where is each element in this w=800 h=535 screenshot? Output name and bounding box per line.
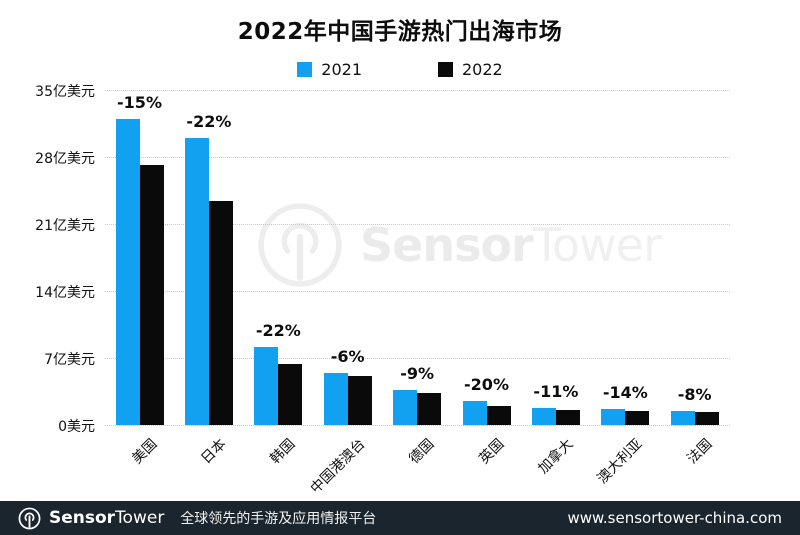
pct-change-label-日本: -22% [186,111,232,131]
footer-brand-sensor: Sensor [49,508,116,528]
footer-bar: SensorTower 全球领先的手游及应用情报平台 www.sensortow… [0,501,800,535]
bar-2022-韩国 [278,363,303,425]
gridline-28 [105,157,730,158]
gridline-21 [105,224,730,225]
legend-item-2021: 2021 [297,60,362,79]
legend-item-2022: 2022 [438,60,503,79]
y-axis-tick-label: 0美元 [58,419,95,435]
bar-2022-英国 [486,405,511,425]
x-axis-label-日本: 日本 [198,436,230,468]
y-axis-tick-label: 14亿美元 [35,285,95,301]
bar-2022-加拿大 [555,409,580,425]
bar-2021-英国 [462,401,487,425]
pct-change-label-中国港澳台: -6% [330,347,365,367]
x-axis-label-英国: 英国 [475,436,507,468]
y-axis-tick-label: 28亿美元 [35,151,95,167]
x-axis-label-美国: 美国 [128,436,160,468]
y-axis-tick-label: 7亿美元 [44,352,95,368]
gridline-7 [105,358,730,359]
pct-change-label-加拿大: -11% [533,381,579,401]
x-axis-label-韩国: 韩国 [267,436,299,468]
bar-2022-中国港澳台 [347,376,372,425]
pct-change-label-韩国: -22% [255,320,301,340]
pct-change-label-美国: -15% [117,92,162,112]
y-axis-tick-label: 35亿美元 [35,84,95,100]
footer-brand-tower: Tower [115,508,165,528]
bar-2021-加拿大 [531,407,556,425]
bar-2022-美国 [139,164,164,425]
bar-2021-美国 [115,118,140,425]
footer-brand-text: SensorTower [49,508,164,528]
footer-tagline: 全球领先的手游及应用情报平台 [180,511,377,527]
bar-2021-澳大利亚 [601,408,626,425]
bar-2021-韩国 [254,346,279,425]
bar-2021-中国港澳台 [323,373,348,425]
legend-swatch-2022 [438,62,453,77]
legend-label-2022: 2022 [462,60,503,79]
pct-change-label-法国: -8% [677,384,712,404]
footer-url: www.sensortower-china.com [567,509,782,527]
bar-2022-法国 [694,411,719,425]
legend-label-2021: 2021 [321,60,362,79]
gridline-35 [105,90,730,91]
legend-swatch-2021 [297,62,313,77]
bar-2022-德国 [417,392,442,425]
x-axis-label-加拿大: 加拿大 [535,436,577,478]
footer-brand: SensorTower 全球领先的手游及应用情报平台 [18,507,376,530]
bar-2021-德国 [393,389,418,425]
legend: 2021 2022 [0,60,800,79]
bar-2021-法国 [670,410,695,425]
page-title: 2022年中国手游热门出海市场 [237,19,563,45]
x-axis-label-澳大利亚: 澳大利亚 [594,436,646,488]
x-axis-label-德国: 德国 [406,436,438,468]
sensortower-logo-icon [18,507,41,529]
bar-chart-plot-area: 35亿美元 28亿美元 21亿美元 14亿美元 7亿美元 0美元 -15% 美国 -22% 日本 -… [35,84,730,497]
pct-change-label-德国: -9% [400,363,434,383]
bar-2021-日本 [184,137,209,425]
pct-change-label-英国: -20% [464,375,509,395]
bar-2022-澳大利亚 [625,410,650,425]
gridline-14 [105,291,730,292]
gridline-0 [105,425,730,426]
pct-change-label-澳大利亚: -14% [602,382,648,402]
x-axis-label-法国: 法国 [684,436,716,468]
x-axis-label-中国港澳台: 中国港澳台 [307,436,369,497]
y-axis-tick-label: 21亿美元 [35,218,95,234]
bar-2022-日本 [208,201,233,425]
